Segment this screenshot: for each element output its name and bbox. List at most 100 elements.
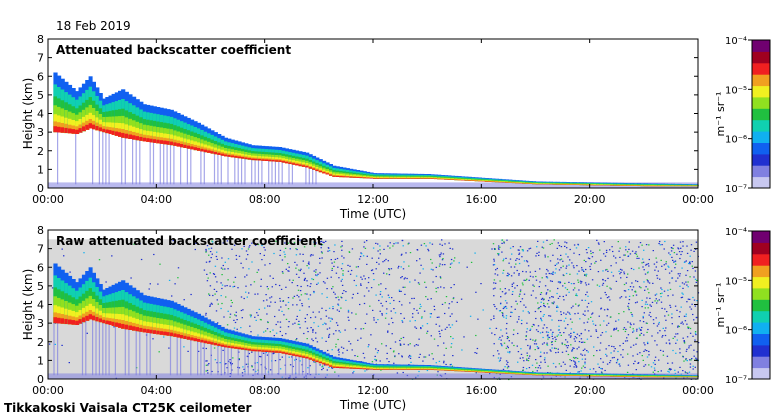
noise-dot: [309, 365, 311, 367]
noise-dot: [251, 242, 253, 244]
noise-dot: [646, 331, 648, 333]
noise-dot: [534, 310, 537, 313]
noise-dot: [520, 353, 523, 355]
noise-dot: [549, 260, 552, 262]
noise-dot: [498, 360, 501, 362]
noise-dot: [689, 276, 691, 278]
noise-dot: [205, 261, 208, 263]
noise-dot: [209, 285, 212, 287]
noise-dot: [308, 306, 310, 308]
noise-dot: [511, 342, 513, 344]
noise-dot: [631, 289, 633, 291]
noise-dot: [238, 359, 240, 361]
precip-streak: [278, 161, 280, 185]
noise-dot: [234, 321, 237, 324]
noise-dot: [281, 259, 284, 261]
noise-dot: [307, 262, 310, 265]
noise-dot: [523, 260, 526, 262]
noise-dot: [506, 275, 508, 277]
noise-dot: [247, 248, 250, 250]
noise-dot: [277, 239, 279, 241]
noise-dot: [564, 245, 566, 247]
noise-dot: [606, 285, 608, 287]
noise-dot: [257, 269, 260, 271]
noise-dot: [578, 254, 581, 256]
noise-dot: [525, 279, 527, 281]
noise-dot: [552, 254, 554, 256]
noise-dot: [449, 247, 451, 249]
noise-dot: [526, 352, 528, 354]
noise-dot: [628, 309, 630, 311]
noise-dot: [320, 240, 323, 242]
noise-dot: [674, 305, 677, 307]
noise-dot: [330, 276, 332, 278]
noise-dot: [637, 362, 639, 364]
noise-dot: [593, 346, 595, 348]
cloud-band: [420, 178, 425, 179]
noise-dot: [337, 304, 340, 306]
noise-dot: [525, 335, 527, 338]
noise-dot: [605, 331, 607, 333]
noise-dot: [391, 333, 393, 335]
noise-dot: [323, 322, 326, 324]
noise-dot: [639, 334, 641, 337]
noise-dot: [537, 347, 540, 349]
cloud-band: [105, 129, 110, 134]
noise-dot: [689, 359, 691, 361]
noise-dot: [615, 262, 617, 264]
noise-dot: [377, 243, 379, 245]
noise-dot: [219, 362, 221, 364]
noise-dot: [489, 327, 491, 329]
noise-dot: [678, 275, 681, 277]
noise-dot: [575, 366, 578, 368]
noise-dot: [357, 292, 359, 294]
noise-dot: [335, 272, 338, 274]
noise-dot: [430, 268, 433, 270]
cloud-band: [508, 373, 513, 374]
noise-dot: [427, 248, 429, 250]
noise-dot: [528, 357, 530, 359]
noise-dot: [615, 320, 617, 322]
noise-dot: [435, 362, 437, 364]
noise-dot: [470, 261, 473, 263]
noise-dot: [54, 343, 56, 345]
noise-dot: [313, 361, 315, 363]
noise-dot: [238, 367, 241, 369]
noise-dot: [657, 270, 659, 272]
precip-streak: [234, 157, 236, 185]
noise-dot: [393, 362, 395, 364]
noise-dot: [500, 343, 502, 345]
noise-dot: [409, 343, 411, 345]
noise-dot: [590, 252, 592, 255]
noise-dot: [306, 293, 308, 295]
noise-dot: [298, 320, 300, 322]
noise-dot: [535, 279, 538, 281]
noise-dot: [398, 289, 401, 291]
noise-dot: [438, 254, 441, 256]
noise-dot: [552, 273, 554, 275]
noise-dot: [583, 270, 585, 272]
noise-dot: [551, 333, 553, 335]
noise-dot: [270, 301, 272, 303]
noise-dot: [606, 355, 608, 357]
noise-dot: [635, 337, 638, 339]
x-tick-label: 12:00: [357, 193, 389, 206]
noise-dot: [240, 309, 243, 312]
noise-dot: [529, 329, 531, 331]
noise-dot: [368, 290, 370, 292]
noise-dot: [606, 315, 608, 317]
cloud-band: [180, 335, 184, 339]
noise-dot: [364, 278, 366, 280]
noise-dot: [570, 328, 573, 330]
noise-dot: [660, 296, 662, 298]
noise-dot: [315, 269, 317, 271]
noise-dot: [645, 244, 648, 246]
noise-dot: [584, 274, 586, 276]
cloud-band: [268, 159, 273, 162]
noise-dot: [662, 327, 664, 329]
noise-dot: [613, 346, 615, 348]
noise-dot: [576, 273, 579, 275]
noise-dot: [380, 283, 382, 285]
noise-dot: [590, 263, 592, 265]
